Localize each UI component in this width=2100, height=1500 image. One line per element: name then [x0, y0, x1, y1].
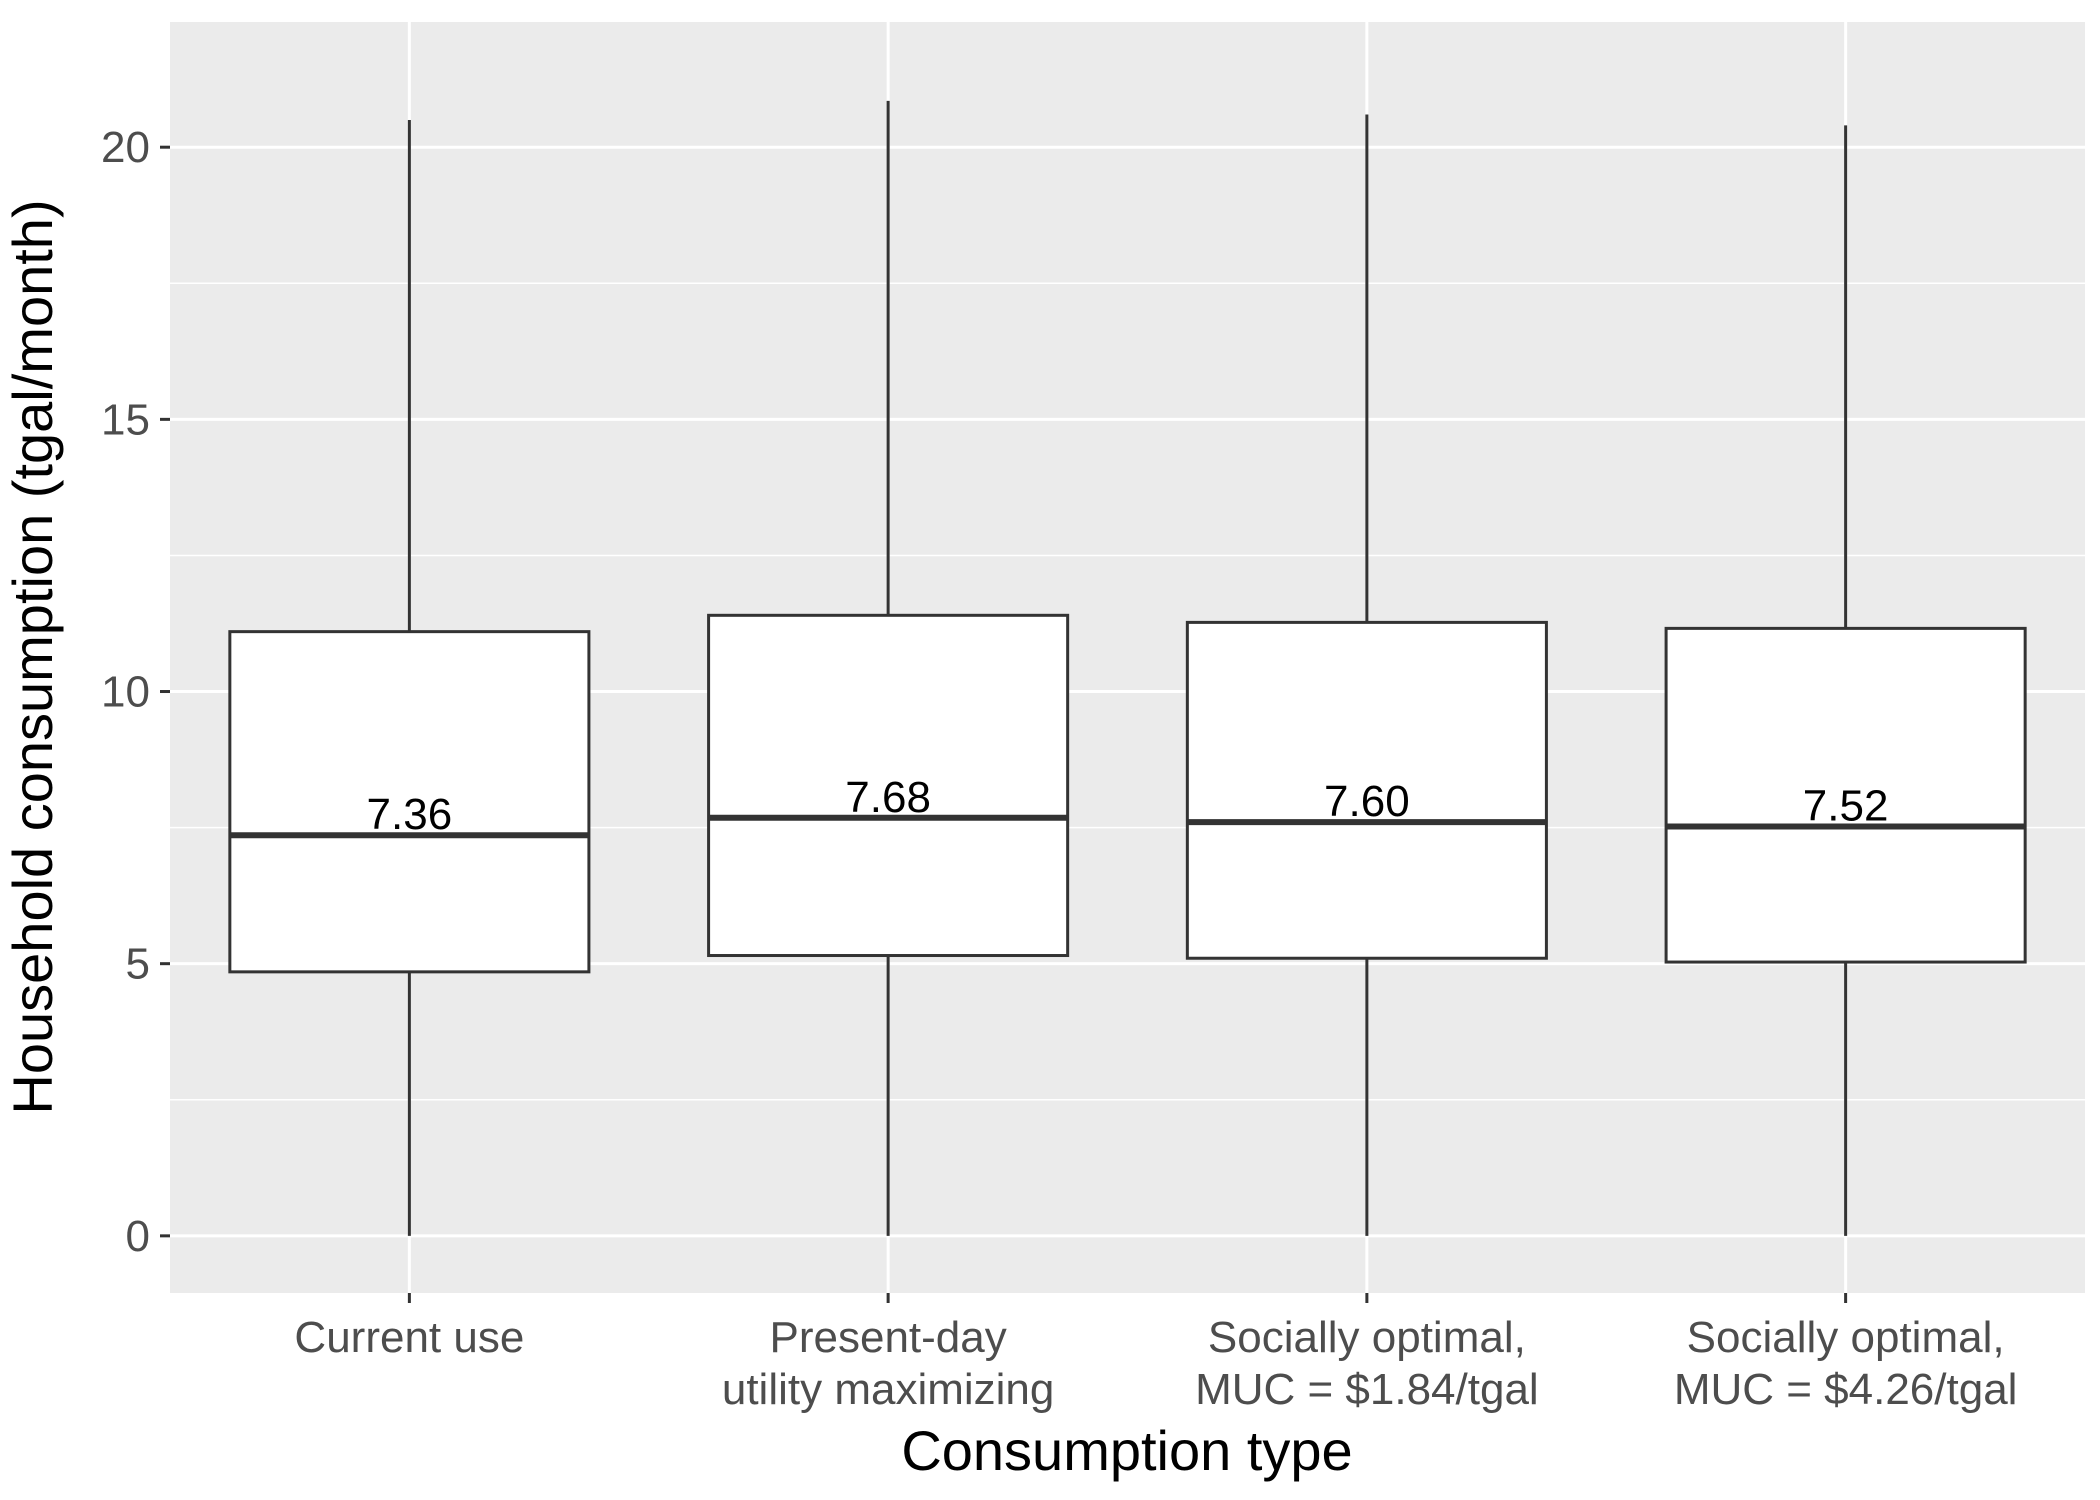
box-iqr: [1185, 620, 1548, 960]
x-tick-label: Socially optimal, MUC = $1.84/tgal: [1195, 1313, 1539, 1414]
box-group: 7.52: [1664, 125, 2027, 1236]
median-label: 7.36: [367, 790, 453, 839]
y-tick-label: 20: [101, 123, 150, 172]
box-iqr: [707, 613, 1070, 958]
box-iqr: [228, 630, 591, 974]
x-tick-label-line: Socially optimal,: [1687, 1313, 2005, 1362]
y-tick-label: 0: [126, 1212, 150, 1261]
box-group: 7.60: [1185, 114, 1548, 1236]
y-axis-title: Household consumption (tgal/month): [1, 199, 64, 1114]
x-tick-label: Socially optimal, MUC = $4.26/tgal: [1674, 1313, 2018, 1414]
x-tick-label: Current use: [294, 1313, 524, 1362]
x-tick-label-line: MUC = $4.26/tgal: [1674, 1365, 2018, 1414]
x-axis-ticks: Current use Present-day utility maximizing…: [294, 1293, 2017, 1414]
median-label: 7.52: [1803, 782, 1889, 831]
x-axis-title: Consumption type: [901, 1419, 1352, 1482]
box-group: 7.36: [228, 119, 591, 1236]
box-iqr: [1664, 626, 2027, 964]
median-label: 7.60: [1324, 777, 1410, 826]
x-tick-label-line: MUC = $1.84/tgal: [1195, 1365, 1539, 1414]
boxes-layer: 7.36 7.68 7.60 7.52: [228, 100, 2027, 1236]
y-tick-label: 5: [126, 940, 150, 989]
x-tick-label-line: Present-day: [770, 1313, 1007, 1362]
x-tick-label-line: utility maximizing: [722, 1365, 1055, 1414]
y-tick-label: 15: [101, 395, 150, 444]
median-label: 7.68: [845, 773, 931, 822]
y-tick-label: 10: [101, 668, 150, 717]
x-tick-label-line: Socially optimal,: [1208, 1313, 1526, 1362]
x-tick-label: Present-day utility maximizing: [722, 1313, 1055, 1414]
x-tick-label-line: Current use: [294, 1313, 524, 1362]
box-group: 7.68: [707, 100, 1070, 1236]
y-axis-ticks: 0 5 10 15 20: [101, 123, 170, 1261]
